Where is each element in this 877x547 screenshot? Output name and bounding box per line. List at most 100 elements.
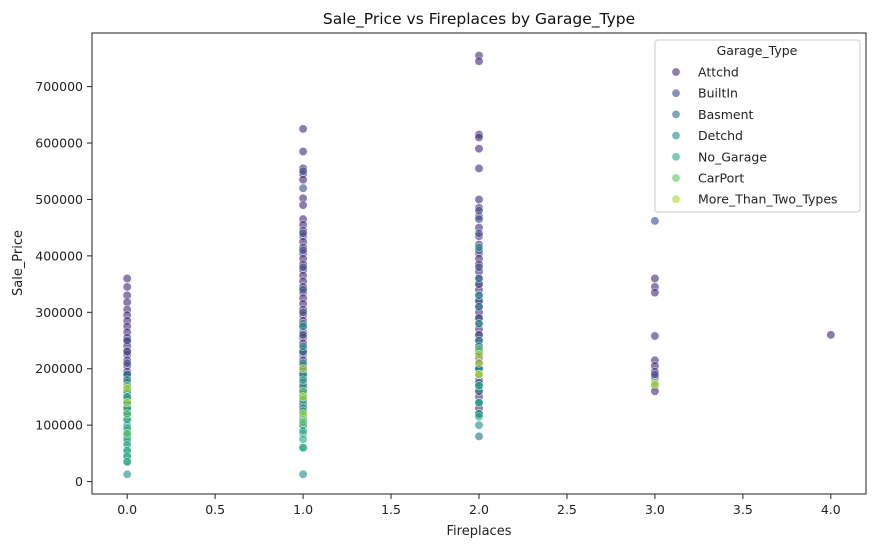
data-point-builtin [298,228,308,238]
y-tick-label: 100000 [35,418,83,433]
y-tick-label: 400000 [35,248,83,263]
data-point-no-garage [298,443,308,453]
data-point-more-than-two-types [122,398,132,408]
data-point-no-garage [298,434,308,444]
x-tick-label: 0.5 [205,502,225,517]
data-point-detchd [298,469,308,479]
data-point-more-than-two-types [650,379,660,389]
data-point-builtin [122,347,132,357]
data-point-builtin [650,369,660,379]
y-axis: 0 100000 200000 300000 400000 500000 600000 700… [35,79,92,489]
data-point-attchd [474,56,484,66]
data-point-detchd [122,469,132,479]
legend-label-carport: CarPort [698,171,744,186]
data-point-attchd [650,273,660,283]
data-point-no-garage [298,375,308,385]
legend-marker-basment [671,109,681,119]
points-layer [122,51,836,479]
data-point-carport [122,409,132,419]
data-point-detchd [474,290,484,300]
data-point-builtin [474,228,484,238]
data-point-detchd [298,321,308,331]
data-point-more-than-two-types [298,364,308,374]
data-point-detchd [474,242,484,252]
data-point-carport [298,417,308,427]
data-point-builtin [298,307,308,317]
data-point-carport [122,429,132,439]
data-point-basment [474,302,484,312]
data-point-attchd [650,288,660,298]
y-axis-title: Sale_Price [11,230,26,296]
x-tick-label: 1.5 [381,502,401,517]
data-point-basment [474,273,484,283]
y-tick-label: 600000 [35,136,83,151]
data-point-no-garage [122,457,132,467]
data-point-attchd [474,195,484,205]
data-point-builtin [298,245,308,255]
data-point-no-garage [474,398,484,408]
data-point-builtin [474,206,484,216]
legend-marker-no-garage [671,152,681,162]
x-tick-label: 3.0 [645,502,665,517]
data-point-builtin [650,216,660,226]
legend-marker-carport [671,173,681,183]
x-tick-label: 2.5 [557,502,577,517]
data-point-no-garage [474,381,484,391]
x-axis: 0.0 0.5 1.0 1.5 2.0 2.5 3.0 3.5 4.0 [117,494,841,517]
legend-marker-detchd [671,131,681,141]
data-point-builtin [298,166,308,176]
data-point-attchd [298,147,308,157]
legend-title: Garage_Type [717,43,798,58]
legend-label-builtin: BuiltIn [698,86,738,101]
data-point-attchd [826,330,836,340]
data-point-attchd [298,200,308,210]
data-point-basment [474,431,484,441]
data-point-builtin [298,262,308,272]
data-point-builtin [474,214,484,224]
data-point-attchd [474,163,484,173]
x-tick-label: 0.0 [117,502,137,517]
data-point-attchd [298,175,308,185]
legend-label-no-garage: No_Garage [698,149,767,164]
y-tick-label: 200000 [35,361,83,376]
legend-marker-attchd [671,67,681,77]
data-point-detchd [474,420,484,430]
chart-title: Sale_Price vs Fireplaces by Garage_Type [323,10,635,29]
legend-frame [654,39,861,213]
legend-label-detchd: Detchd [698,128,743,143]
data-point-builtin [474,262,484,272]
y-tick-label: 500000 [35,192,83,207]
data-point-builtin [298,330,308,340]
data-point-more-than-two-types [122,383,132,393]
data-point-more-than-two-types [298,392,308,402]
data-point-no-garage [298,426,308,436]
legend-marker-more-than-two-types [671,194,681,204]
legend: Garage_Type Attchd BuiltIn Basment Detchd No… [654,39,861,213]
x-tick-label: 2.0 [469,502,489,517]
data-point-no-garage [474,412,484,422]
data-point-builtin [298,285,308,295]
legend-label-attchd: Attchd [698,65,739,80]
data-point-attchd [122,282,132,292]
legend-label-basment: Basment [698,107,754,122]
y-tick-label: 700000 [35,79,83,94]
data-point-more-than-two-types [474,358,484,368]
x-tick-label: 3.5 [733,502,753,517]
x-tick-label: 4.0 [821,502,841,517]
y-tick-label: 0 [75,474,83,489]
data-point-attchd [122,273,132,283]
data-point-attchd [298,124,308,134]
data-point-detchd [474,319,484,329]
x-axis-title: Fireplaces [447,524,512,539]
data-point-attchd [474,132,484,142]
legend-marker-builtin [671,88,681,98]
data-point-attchd [474,144,484,154]
data-point-builtin [298,183,308,193]
data-point-builtin [122,335,132,345]
data-point-more-than-two-types [474,369,484,379]
data-point-more-than-two-types [474,350,484,360]
data-point-builtin [122,358,132,368]
data-point-detchd [298,341,308,351]
data-point-more-than-two-types [298,409,308,419]
